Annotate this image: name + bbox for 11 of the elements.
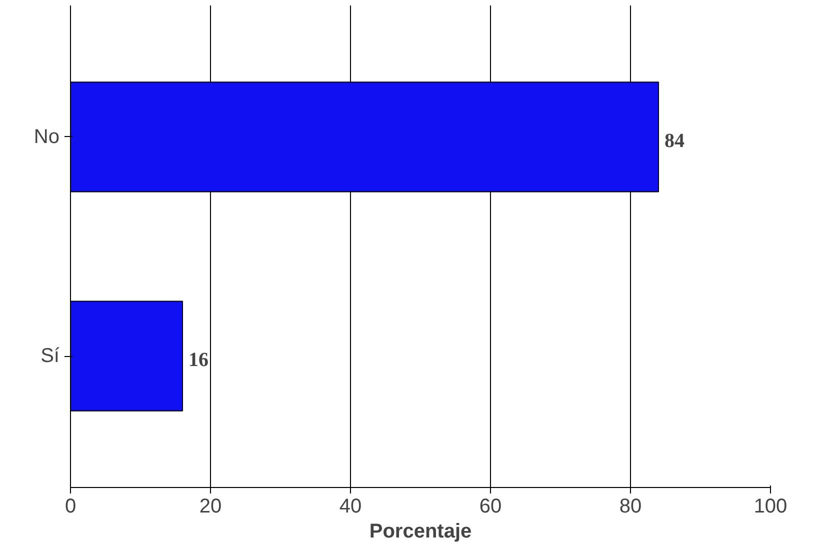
data-label: 84 (664, 130, 684, 152)
data-label: 16 (188, 349, 208, 372)
x-tick-label: 40 (339, 496, 362, 518)
x-tick-label: 0 (64, 496, 76, 518)
y-tick-label: No (34, 126, 60, 148)
y-tick-label: Sí (40, 345, 60, 368)
x-tick-label: 100 (754, 496, 788, 518)
x-tick-label: 80 (619, 496, 642, 518)
x-axis-title: Porcentaje (369, 520, 472, 542)
x-tick-label: 60 (479, 496, 502, 518)
x-tick-label: 20 (199, 496, 222, 518)
